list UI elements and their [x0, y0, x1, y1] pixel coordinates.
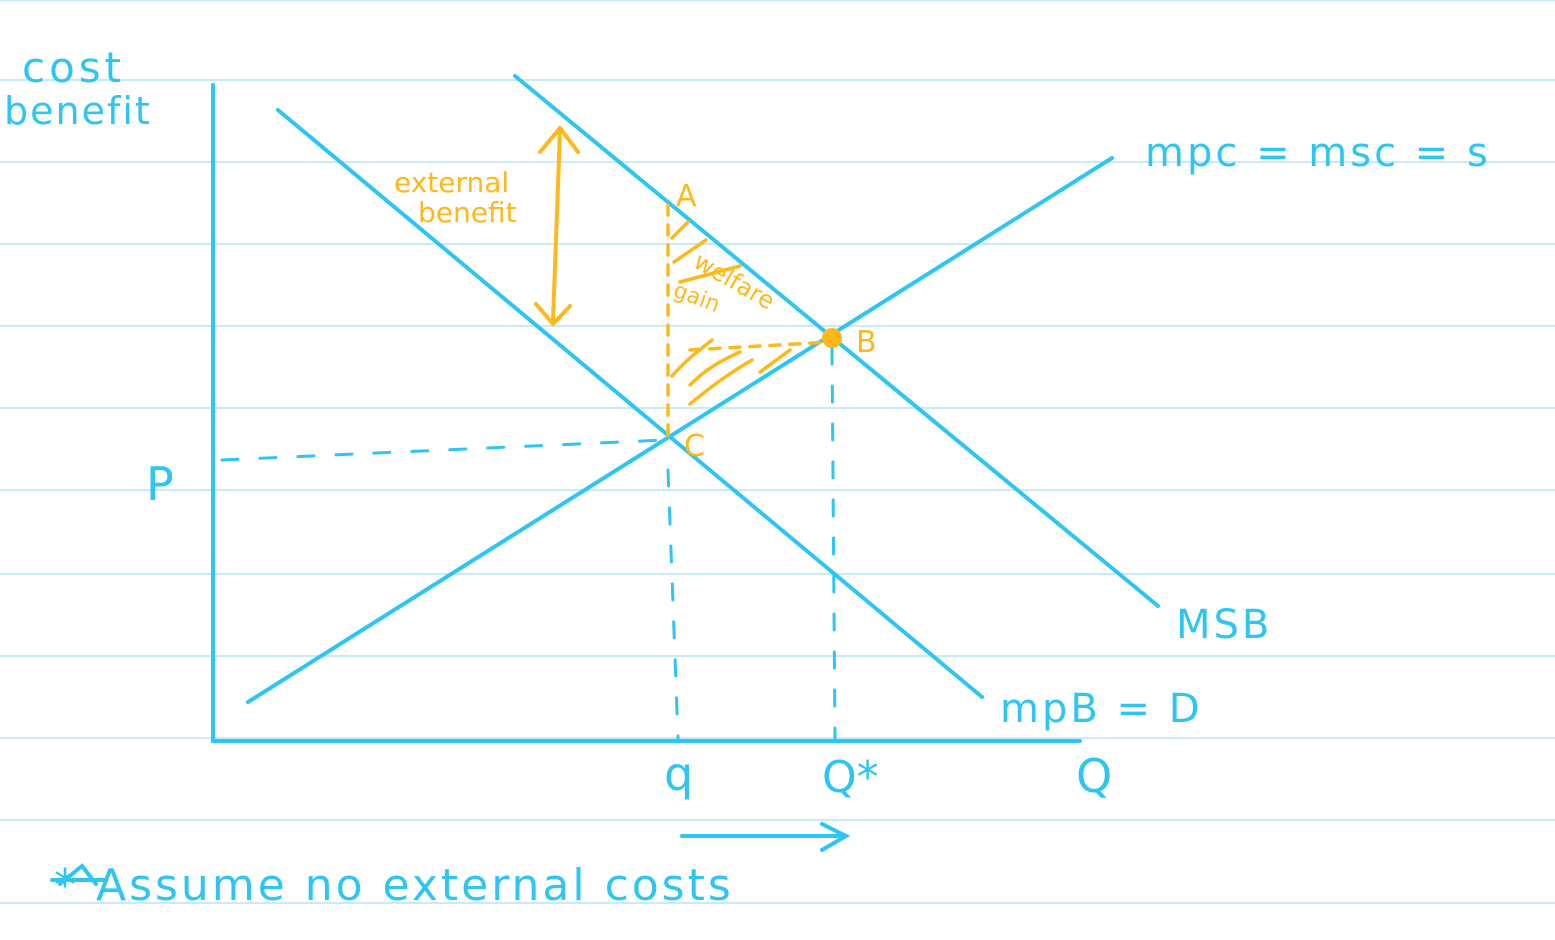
point-a-label: A [676, 179, 697, 214]
x-axis-label: Q [1076, 749, 1112, 803]
point-b-marker [822, 328, 842, 348]
price-guide-line [220, 438, 667, 462]
y-axis-label-line2: benefit [4, 89, 152, 133]
demand-label: mpB = D [1000, 686, 1203, 732]
q-label: q [664, 747, 693, 801]
footnote: * Assume no external costs [54, 860, 734, 911]
point-b-label: B [856, 325, 877, 360]
external-benefit-label-line2: benefit [418, 196, 517, 229]
q-star-label: Q* [822, 752, 879, 803]
welfare-hatching [670, 220, 792, 406]
footnote-star-icon [50, 863, 106, 886]
point-c-label: C [684, 429, 705, 464]
external-benefit-label-line1: external [394, 166, 509, 199]
supply-curve [246, 156, 1114, 704]
q-guide-line [666, 468, 680, 740]
demand-curve [276, 108, 984, 699]
welfare-horizontal-edge [688, 340, 832, 352]
supply-label: mpc = msc = s [1145, 130, 1491, 176]
quantity-increase-arrow [680, 822, 851, 852]
external-benefit-arrow [534, 126, 580, 326]
ruled-lines [0, 0, 1555, 904]
y-axis-label-line1: cost [22, 43, 125, 92]
q-star-guide-line [830, 346, 837, 740]
price-label: P [146, 457, 174, 511]
msb-label: MSB [1176, 602, 1272, 648]
